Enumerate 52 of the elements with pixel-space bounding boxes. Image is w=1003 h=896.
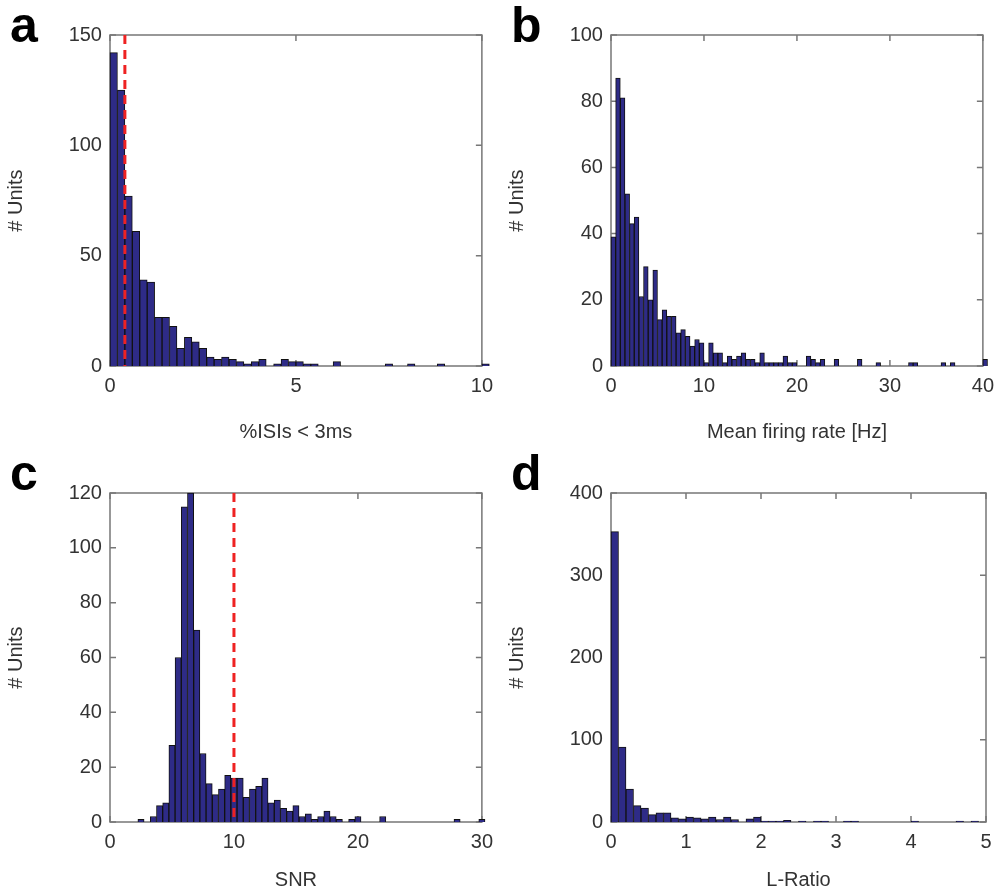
x-axis-title: %ISIs < 3ms	[239, 419, 353, 442]
y-tick-label: 100	[68, 132, 102, 155]
x-tick-label: 0	[605, 373, 617, 396]
y-tick-label: 400	[569, 480, 603, 503]
y-tick-label: 300	[569, 562, 603, 585]
x-tick-label: 0	[104, 829, 116, 852]
x-tick-label: 20	[346, 829, 370, 852]
y-tick-label: 40	[580, 221, 603, 244]
y-tick-label: 0	[90, 809, 102, 832]
y-tick-label: 100	[68, 535, 102, 558]
y-tick-label: 200	[569, 645, 603, 668]
chart-title: b	[511, 0, 542, 54]
x-tick-label: 10	[470, 373, 493, 396]
chart-title: a	[10, 0, 38, 54]
y-tick-label: 40	[79, 699, 102, 722]
y-tick-label: 60	[580, 154, 603, 177]
y-tick-label: 100	[569, 727, 603, 750]
y-tick-label: 100	[569, 22, 603, 45]
y-axis-title: # Units	[504, 169, 527, 232]
y-tick-label: 20	[79, 754, 102, 777]
y-axis-title: # Units	[3, 169, 26, 232]
x-tick-label: 4	[905, 829, 917, 852]
y-tick-label: 20	[580, 287, 603, 310]
x-tick-label: 40	[971, 373, 994, 396]
x-axis-title: Mean firing rate [Hz]	[706, 419, 887, 442]
x-axis-title: SNR	[274, 867, 318, 890]
y-axis-title: # Units	[504, 626, 527, 689]
y-tick-label: 80	[79, 590, 102, 613]
y-tick-label: 0	[591, 353, 603, 376]
x-tick-label: 5	[980, 829, 992, 852]
y-tick-label: 0	[90, 353, 102, 376]
x-tick-label: 3	[830, 829, 842, 852]
x-tick-label: 5	[290, 373, 302, 396]
x-tick-label: 30	[470, 829, 493, 852]
x-tick-label: 10	[692, 373, 716, 396]
y-tick-label: 50	[79, 243, 102, 266]
x-axis-title: L-Ratio	[766, 867, 831, 890]
y-axis-title: # Units	[3, 626, 26, 689]
y-tick-label: 80	[580, 88, 603, 111]
chart-title: c	[10, 444, 38, 502]
x-tick-label: 0	[605, 829, 617, 852]
x-tick-label: 30	[878, 373, 902, 396]
y-tick-label: 0	[591, 809, 603, 832]
x-tick-label: 10	[222, 829, 246, 852]
x-tick-label: 1	[680, 829, 692, 852]
x-tick-label: 20	[785, 373, 809, 396]
y-tick-label: 120	[68, 480, 102, 503]
x-tick-label: 2	[755, 829, 767, 852]
y-tick-label: 150	[68, 22, 102, 45]
chart-title: d	[511, 444, 542, 502]
x-tick-label: 0	[104, 373, 116, 396]
y-tick-label: 60	[79, 645, 102, 668]
